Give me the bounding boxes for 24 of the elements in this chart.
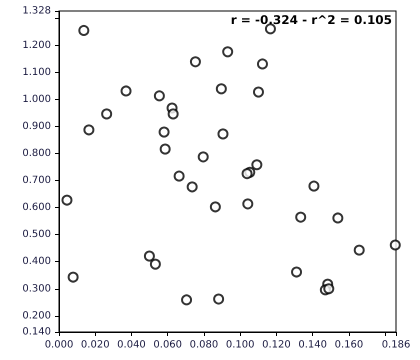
y-tick-label: 0.500 — [22, 229, 51, 240]
x-tick-label: 0.120 — [262, 340, 291, 350]
y-tick-label: 0.800 — [22, 148, 51, 160]
y-tick-label: 0.200 — [22, 310, 51, 322]
y-tick-label: 0.140 — [22, 326, 51, 338]
y-tick-label: 1.328 — [22, 6, 51, 16]
y-tick-label: 1.200 — [22, 40, 51, 52]
x-tick-label: 0.140 — [298, 340, 327, 350]
x-tick-label: 0.020 — [80, 340, 110, 350]
x-tick-label: 0.186 — [382, 340, 410, 350]
x-tick-label: 0.100 — [226, 340, 255, 350]
annotation: r = -0.324 - r^2 = 0.105 — [230, 13, 392, 27]
y-tick-label: 0.600 — [22, 202, 51, 214]
y-tick-label: 0.400 — [22, 256, 51, 268]
y-tick-label: 0.300 — [22, 283, 51, 294]
x-tick-label: 0.000 — [44, 340, 74, 350]
y-tick-label: 1.100 — [22, 67, 51, 78]
x-tick-label: 0.060 — [153, 340, 182, 350]
y-tick-label: 0.900 — [22, 121, 51, 132]
y-tick-label: 1.000 — [22, 94, 51, 106]
x-tick-label: 0.040 — [117, 340, 146, 350]
y-tick-label: 0.700 — [22, 175, 51, 186]
x-tick-label: 0.080 — [190, 340, 218, 350]
x-tick-label: 0.160 — [334, 340, 364, 350]
